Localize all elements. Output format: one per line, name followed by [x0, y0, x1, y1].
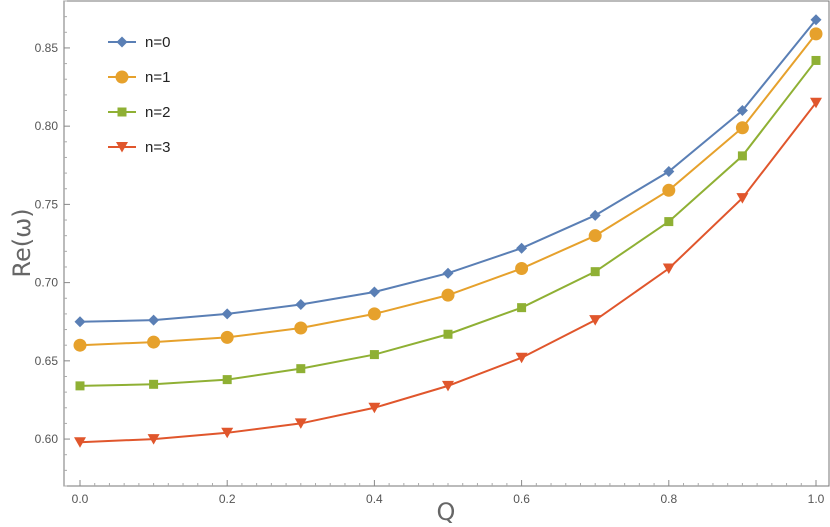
- legend-label: n=2: [145, 104, 170, 121]
- legend-label: n=3: [145, 139, 170, 156]
- legend-marker: [116, 142, 128, 153]
- data-point: [221, 308, 233, 320]
- series-n=2: [75, 55, 821, 391]
- legend-item: n=3: [108, 139, 170, 156]
- series-n=0: [74, 14, 822, 328]
- x-tick-label: 0.0: [72, 492, 89, 506]
- data-point: [735, 121, 749, 135]
- y-tick-label: 0.65: [35, 354, 59, 368]
- data-point: [516, 242, 528, 254]
- data-point: [149, 379, 159, 389]
- data-point: [736, 193, 749, 204]
- x-tick-label: 0.8: [660, 492, 677, 506]
- y-axis-title: Re(ω): [8, 208, 36, 277]
- data-point: [294, 418, 307, 429]
- data-point: [589, 209, 601, 221]
- data-point: [442, 380, 454, 392]
- data-point: [75, 381, 85, 391]
- plot-frame: [63, 0, 830, 487]
- legend-label: n=0: [145, 34, 170, 51]
- series-n=3: [74, 97, 822, 448]
- data-point: [662, 183, 676, 197]
- legend-marker: [115, 70, 129, 84]
- data-point: [663, 166, 675, 178]
- legend-label: n=1: [145, 69, 170, 86]
- data-point: [811, 55, 821, 65]
- series-n=1: [73, 27, 823, 352]
- data-point: [295, 299, 307, 311]
- x-tick-label: 0.6: [513, 492, 530, 506]
- data-point: [809, 27, 823, 41]
- data-point: [74, 316, 86, 328]
- data-point: [367, 307, 381, 321]
- y-tick-label: 0.80: [35, 119, 59, 133]
- data-point: [515, 262, 529, 276]
- data-point: [368, 286, 380, 298]
- y-tick-label: 0.70: [35, 276, 59, 290]
- data-point: [148, 314, 160, 326]
- legend-marker: [116, 36, 128, 48]
- y-tick-label: 0.75: [35, 197, 59, 211]
- data-point: [368, 402, 381, 414]
- data-point: [222, 375, 232, 385]
- data-point: [221, 427, 234, 439]
- data-point: [147, 434, 160, 445]
- data-point: [294, 321, 308, 335]
- data-point: [810, 97, 822, 109]
- data-point: [515, 352, 528, 364]
- data-point: [736, 105, 748, 117]
- x-tick-label: 1.0: [808, 492, 825, 506]
- y-tick-label: 0.85: [35, 41, 59, 55]
- data-point: [442, 267, 454, 279]
- data-point: [369, 350, 379, 360]
- data-point: [589, 315, 602, 326]
- data-point: [443, 329, 453, 339]
- data-point: [74, 437, 86, 448]
- y-tick-label: 0.60: [35, 432, 59, 446]
- data-point: [810, 14, 822, 26]
- data-point: [296, 364, 306, 374]
- legend: n=0 n=1 n=2 n=3: [108, 34, 170, 156]
- data-point: [73, 338, 87, 352]
- data-point: [147, 335, 161, 349]
- legend-item: n=1: [108, 69, 170, 86]
- data-point: [590, 267, 600, 277]
- legend-marker: [117, 107, 127, 117]
- x-tick-label: 0.4: [366, 492, 383, 506]
- x-tick-label: 0.2: [219, 492, 236, 506]
- data-point: [517, 303, 527, 313]
- axis-ticks: 0.0 0.2 0.4 0.6 0.8 1.0 0.60 0.65 0.70 0.75 0.80 0.…: [35, 0, 825, 506]
- data-point: [664, 217, 674, 227]
- series-layer: [73, 14, 823, 448]
- legend-item: n=2: [108, 104, 170, 121]
- legend-item: n=0: [108, 34, 170, 51]
- data-point: [441, 288, 455, 302]
- x-axis-title: Q: [437, 498, 456, 526]
- data-point: [220, 330, 234, 344]
- data-point: [737, 151, 747, 161]
- data-point: [588, 229, 602, 243]
- data-point: [662, 263, 675, 275]
